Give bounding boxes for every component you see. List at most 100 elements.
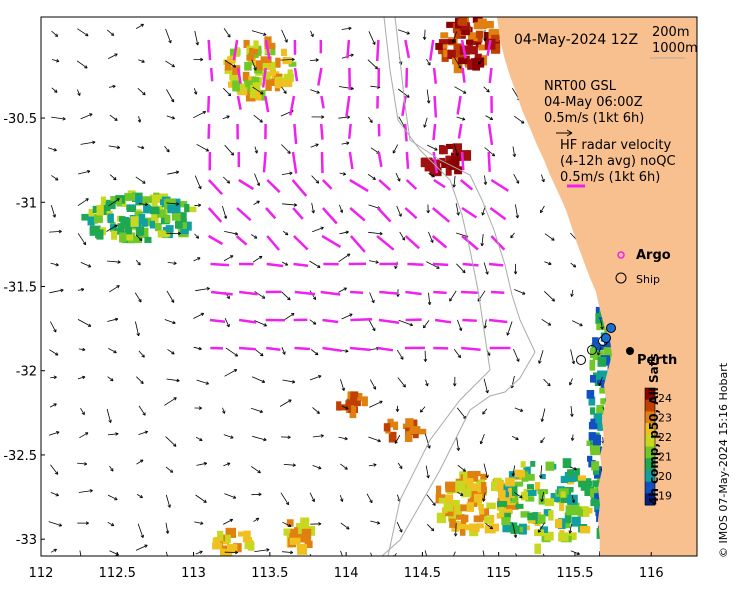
model-arrow <box>341 141 350 146</box>
hf-arrow <box>238 318 257 324</box>
sst-pixel <box>448 159 458 170</box>
model-arrow <box>108 198 120 207</box>
model-arrow <box>281 291 291 301</box>
model-arrow <box>338 287 347 293</box>
model-arrow <box>423 320 430 329</box>
model-arrow <box>423 350 428 362</box>
sst-pixel <box>269 68 276 76</box>
sst-pixel <box>160 199 166 206</box>
model-arrow <box>544 233 555 241</box>
hf-radar-arrows <box>206 39 511 353</box>
x-tick-label: 112 <box>29 566 54 581</box>
hf-arrow <box>265 207 277 220</box>
model-arrow <box>570 406 574 417</box>
model-arrow <box>195 287 210 292</box>
sst-pixel <box>590 488 598 498</box>
model-arrow <box>426 204 430 214</box>
model-arrow <box>135 234 143 241</box>
model-arrow <box>254 348 264 357</box>
hf-arrow <box>266 179 281 194</box>
sst-pixel <box>530 461 536 467</box>
model-arrow <box>540 205 545 214</box>
model-arrow <box>367 59 379 70</box>
model-arrow <box>309 319 317 325</box>
model-arrow <box>78 347 86 352</box>
sst-pixel <box>157 209 166 218</box>
model-arrow <box>223 28 231 38</box>
hf-arrow <box>486 39 492 56</box>
model-arrow <box>51 87 58 93</box>
model-arrow <box>109 465 114 472</box>
sst-pixel <box>88 209 95 217</box>
hf-arrow <box>433 95 438 118</box>
hf-arrow <box>490 178 509 192</box>
sst-pixel <box>165 225 174 233</box>
model-arrow <box>50 204 56 218</box>
hf-arrow <box>266 262 284 268</box>
hf-arrow <box>261 67 267 88</box>
model-arrow <box>310 30 314 38</box>
sst-pixel <box>135 195 143 205</box>
model-arrow <box>339 494 344 502</box>
hf-arrow <box>207 207 223 223</box>
sst-pixel <box>249 92 256 99</box>
model-arrow <box>368 231 383 236</box>
sst-pixel <box>563 522 571 529</box>
hf-arrow <box>321 234 342 248</box>
model-arrow <box>254 548 270 552</box>
sst-pixel <box>457 521 467 530</box>
perth-label: Perth <box>637 353 677 368</box>
model-arrow <box>194 521 204 525</box>
model-arrow <box>281 261 289 266</box>
sst-pixel <box>135 227 145 236</box>
sst-pixel <box>255 60 264 71</box>
sst-pixel <box>274 79 283 89</box>
model-arrow <box>369 292 375 304</box>
model-arrow <box>482 408 488 415</box>
model-name: NRT00 GSL <box>544 79 617 94</box>
model-arrow <box>424 550 428 556</box>
hf-arrow <box>320 95 325 109</box>
sst-pixel <box>584 478 592 488</box>
hf-arrow <box>347 123 352 139</box>
model-arrow <box>312 407 320 414</box>
model-arrow <box>166 202 180 206</box>
sst-pixel <box>149 220 155 229</box>
colorbar-title: 4h comp, p50, All Sats <box>647 353 661 505</box>
model-arrow <box>79 550 82 556</box>
model-arrow <box>107 494 118 501</box>
model-arrow <box>514 115 525 124</box>
sst-pixel <box>230 77 241 83</box>
sst-pixel <box>574 468 580 477</box>
model-arrow <box>50 375 57 380</box>
sst-pixel <box>590 347 596 358</box>
sst-pixel <box>132 235 142 244</box>
model-arrow <box>165 28 172 44</box>
model-arrow <box>196 461 208 466</box>
sst-pixel <box>243 80 255 91</box>
sst-pixel <box>244 539 253 550</box>
model-arrow <box>165 436 177 447</box>
model-arrow <box>250 407 263 414</box>
model-arrow <box>483 29 487 42</box>
sst-pixel <box>539 526 548 533</box>
sst-pixel <box>445 482 456 489</box>
hf-arrow <box>293 235 309 251</box>
sst-pixel <box>119 216 126 222</box>
sst-pixel <box>100 196 107 205</box>
sst-pixel <box>590 407 596 415</box>
hf-arrow <box>403 123 408 142</box>
model-arrow <box>312 465 322 470</box>
hf-scale: 0.5m/s (1kt 6h) <box>560 170 660 185</box>
model-arrow <box>539 465 543 479</box>
sst-pixel <box>594 502 601 510</box>
sst-pixel <box>560 496 568 503</box>
sst-pixel <box>584 486 595 496</box>
sst-pixel <box>220 548 225 556</box>
model-arrow <box>251 59 257 71</box>
sst-pixel <box>138 214 146 225</box>
hf-arrow <box>207 179 224 196</box>
x-tick-label: 114 <box>334 566 359 581</box>
model-arrow <box>341 313 353 320</box>
sst-pixel <box>350 396 358 408</box>
